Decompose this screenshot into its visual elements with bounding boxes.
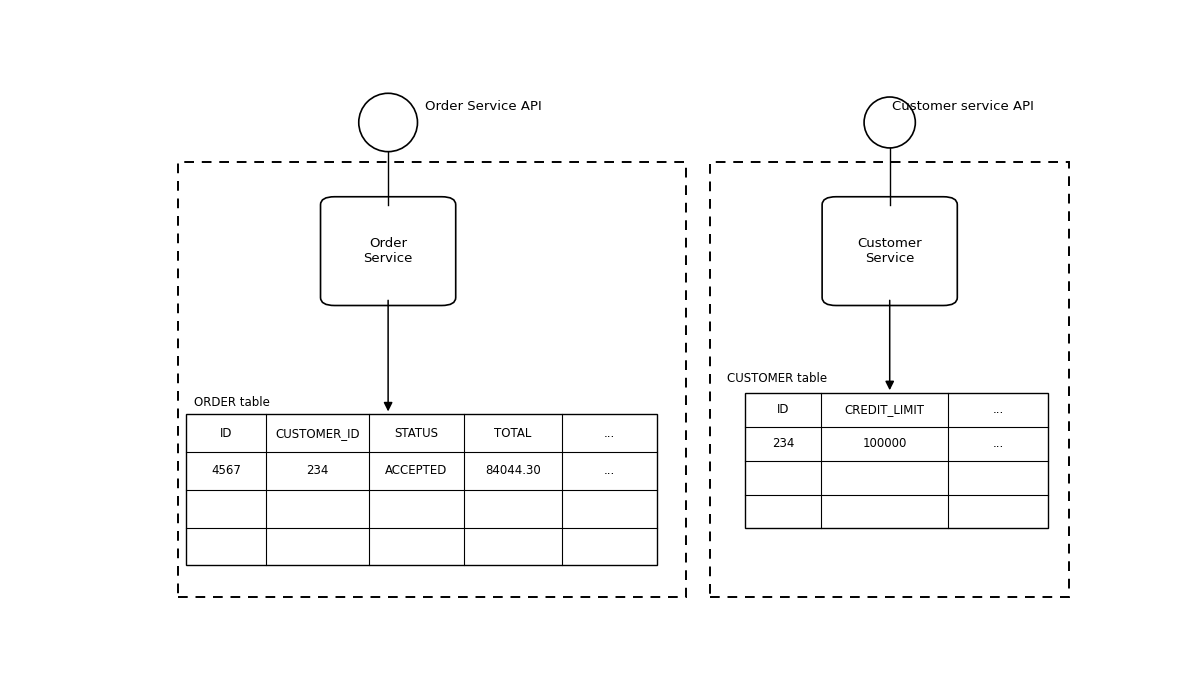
Bar bbox=[185, 414, 657, 566]
Text: 234: 234 bbox=[307, 464, 328, 477]
Text: ACCEPTED: ACCEPTED bbox=[385, 464, 448, 477]
Text: CUSTOMER_ID: CUSTOMER_ID bbox=[275, 426, 360, 440]
Text: ...: ... bbox=[604, 426, 615, 440]
Text: ID: ID bbox=[777, 404, 789, 416]
Text: Customer service API: Customer service API bbox=[891, 100, 1033, 113]
Text: Order Service API: Order Service API bbox=[426, 100, 543, 113]
Text: CUSTOMER table: CUSTOMER table bbox=[727, 372, 826, 385]
Text: CREDIT_LIMIT: CREDIT_LIMIT bbox=[845, 404, 925, 416]
Text: ...: ... bbox=[992, 438, 1003, 451]
FancyBboxPatch shape bbox=[822, 197, 958, 305]
Text: STATUS: STATUS bbox=[395, 426, 439, 440]
Text: 84044.30: 84044.30 bbox=[485, 464, 541, 477]
Text: 100000: 100000 bbox=[863, 438, 907, 451]
Text: ID: ID bbox=[220, 426, 232, 440]
Bar bbox=[178, 162, 687, 597]
Text: ...: ... bbox=[604, 464, 615, 477]
Text: ...: ... bbox=[992, 404, 1003, 416]
FancyBboxPatch shape bbox=[320, 197, 456, 305]
Text: TOTAL: TOTAL bbox=[494, 426, 532, 440]
Bar bbox=[745, 393, 1048, 528]
Text: Customer
Service: Customer Service bbox=[858, 237, 921, 265]
Text: 4567: 4567 bbox=[211, 464, 241, 477]
Bar bbox=[710, 162, 1068, 597]
Text: Order
Service: Order Service bbox=[363, 237, 413, 265]
Text: ORDER table: ORDER table bbox=[194, 396, 269, 409]
Text: 234: 234 bbox=[772, 438, 794, 451]
